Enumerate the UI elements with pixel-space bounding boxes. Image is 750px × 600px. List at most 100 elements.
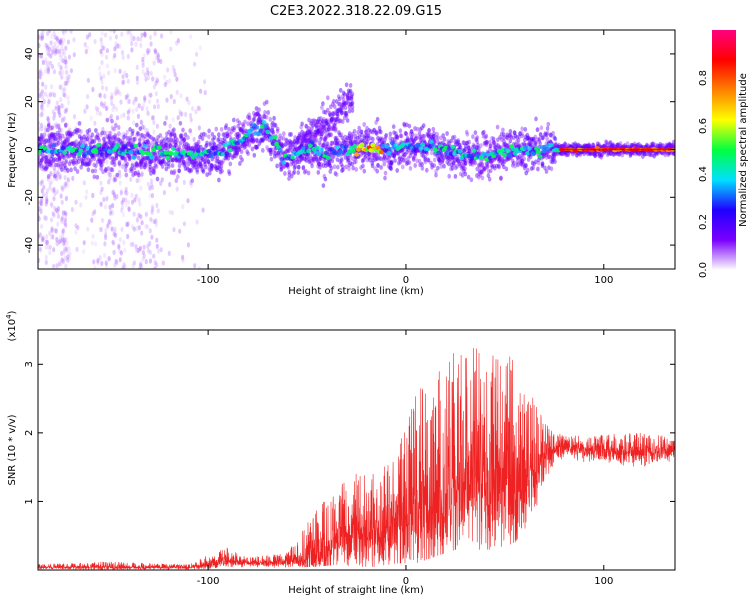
spectral-cell — [135, 130, 139, 136]
spectral-cell — [246, 137, 251, 142]
spectral-cell — [74, 159, 78, 164]
spectral-cell — [122, 134, 126, 140]
colorbar-gradient — [712, 30, 736, 270]
spectral-cell — [110, 135, 115, 141]
spectral-cell — [120, 204, 124, 210]
spectral-cell — [54, 162, 58, 168]
spectral-cell — [188, 146, 193, 152]
spectral-cell — [193, 263, 197, 269]
spectral-cell — [113, 135, 117, 141]
spectral-cell — [52, 157, 56, 163]
spectral-cell — [57, 156, 61, 162]
spectral-cell — [177, 144, 182, 150]
spectral-cell — [170, 163, 175, 169]
spectral-cell — [181, 138, 186, 143]
spectral-cell — [44, 201, 48, 207]
spectral-cell — [548, 142, 554, 148]
spectral-cell — [177, 157, 182, 163]
spectral-cell — [52, 212, 56, 218]
spectral-cell — [361, 163, 365, 169]
spectral-cell — [134, 96, 138, 102]
spectral-cell — [104, 204, 108, 210]
spectral-cell — [59, 97, 63, 103]
spectral-cell — [46, 176, 50, 182]
spectral-cell — [110, 100, 114, 106]
spectral-cell — [143, 31, 147, 37]
spectral-cell — [60, 219, 64, 225]
spectral-cell — [139, 42, 143, 49]
spectral-cell — [235, 134, 240, 140]
spectral-cell — [131, 172, 135, 178]
spectral-cell — [191, 106, 195, 112]
spectral-cell — [139, 164, 144, 170]
spectral-cell — [193, 159, 197, 165]
spectral-cell — [140, 132, 144, 138]
spectral-cell — [130, 160, 134, 166]
spectral-cell — [125, 73, 129, 79]
spectral-cell — [126, 109, 130, 115]
spectral-cell — [388, 131, 393, 137]
spectral-cell — [86, 94, 90, 100]
spectral-cell — [156, 52, 160, 58]
spectral-cell — [56, 221, 60, 227]
spectral-cell — [91, 233, 95, 239]
spectral-cell — [110, 202, 115, 209]
spectral-cell — [194, 109, 198, 115]
spectral-cell — [107, 171, 111, 177]
spectral-cell — [127, 154, 131, 159]
spectral-cell — [111, 107, 115, 113]
spectral-cell — [272, 154, 277, 159]
spectral-cell — [254, 144, 258, 150]
spectral-cell — [44, 259, 48, 265]
spectral-cell — [186, 143, 191, 149]
spectral-cell — [241, 128, 245, 134]
spectral-cell — [144, 32, 148, 38]
spectral-cell — [44, 60, 48, 66]
spectral-cell — [188, 150, 194, 155]
spectral-cell — [240, 129, 245, 135]
spectral-cell — [463, 171, 468, 177]
spectral-cell — [126, 93, 130, 99]
spectral-cell — [104, 232, 108, 238]
spectral-cell — [73, 142, 77, 148]
spectral-cell — [45, 240, 49, 246]
spectral-cell — [83, 161, 87, 166]
spectral-cell — [516, 162, 520, 168]
spectral-cell — [53, 41, 57, 47]
spectral-cell — [136, 131, 140, 136]
spectral-cell — [50, 153, 55, 159]
spectral-cell — [254, 125, 260, 130]
spectral-cell — [139, 159, 144, 165]
spectral-cell — [56, 37, 60, 43]
spectral-cell — [152, 169, 157, 175]
spectral-cell — [60, 117, 64, 123]
spectral-cell — [199, 163, 204, 169]
spectral-cell — [104, 32, 108, 38]
spectral-cell — [408, 166, 413, 171]
spectral-cell — [130, 37, 134, 43]
spectral-cell — [65, 154, 70, 159]
spectral-cell — [246, 138, 251, 144]
spectral-cell — [109, 95, 114, 101]
spectral-cell — [271, 120, 275, 126]
spectral-cell — [42, 140, 46, 145]
spectral-cell — [99, 48, 103, 55]
spectral-cell — [143, 160, 148, 166]
spectral-cell — [48, 180, 52, 186]
spectral-cell — [39, 122, 44, 128]
spectral-cell — [192, 165, 197, 170]
spectral-cell — [544, 146, 550, 152]
spectral-cell — [82, 134, 87, 140]
spectral-cell — [104, 263, 109, 269]
spectral-cell — [139, 261, 143, 267]
spectral-cell — [107, 133, 112, 139]
spectral-cell — [375, 168, 380, 174]
spectral-cell — [336, 164, 340, 170]
spectral-cell — [64, 64, 68, 70]
spectral-cell — [480, 175, 485, 181]
spectral-cell — [100, 41, 104, 47]
spectral-cell — [62, 150, 68, 155]
spectral-cell — [463, 160, 468, 166]
spectral-cell — [47, 65, 51, 71]
spectral-cell — [44, 137, 49, 143]
